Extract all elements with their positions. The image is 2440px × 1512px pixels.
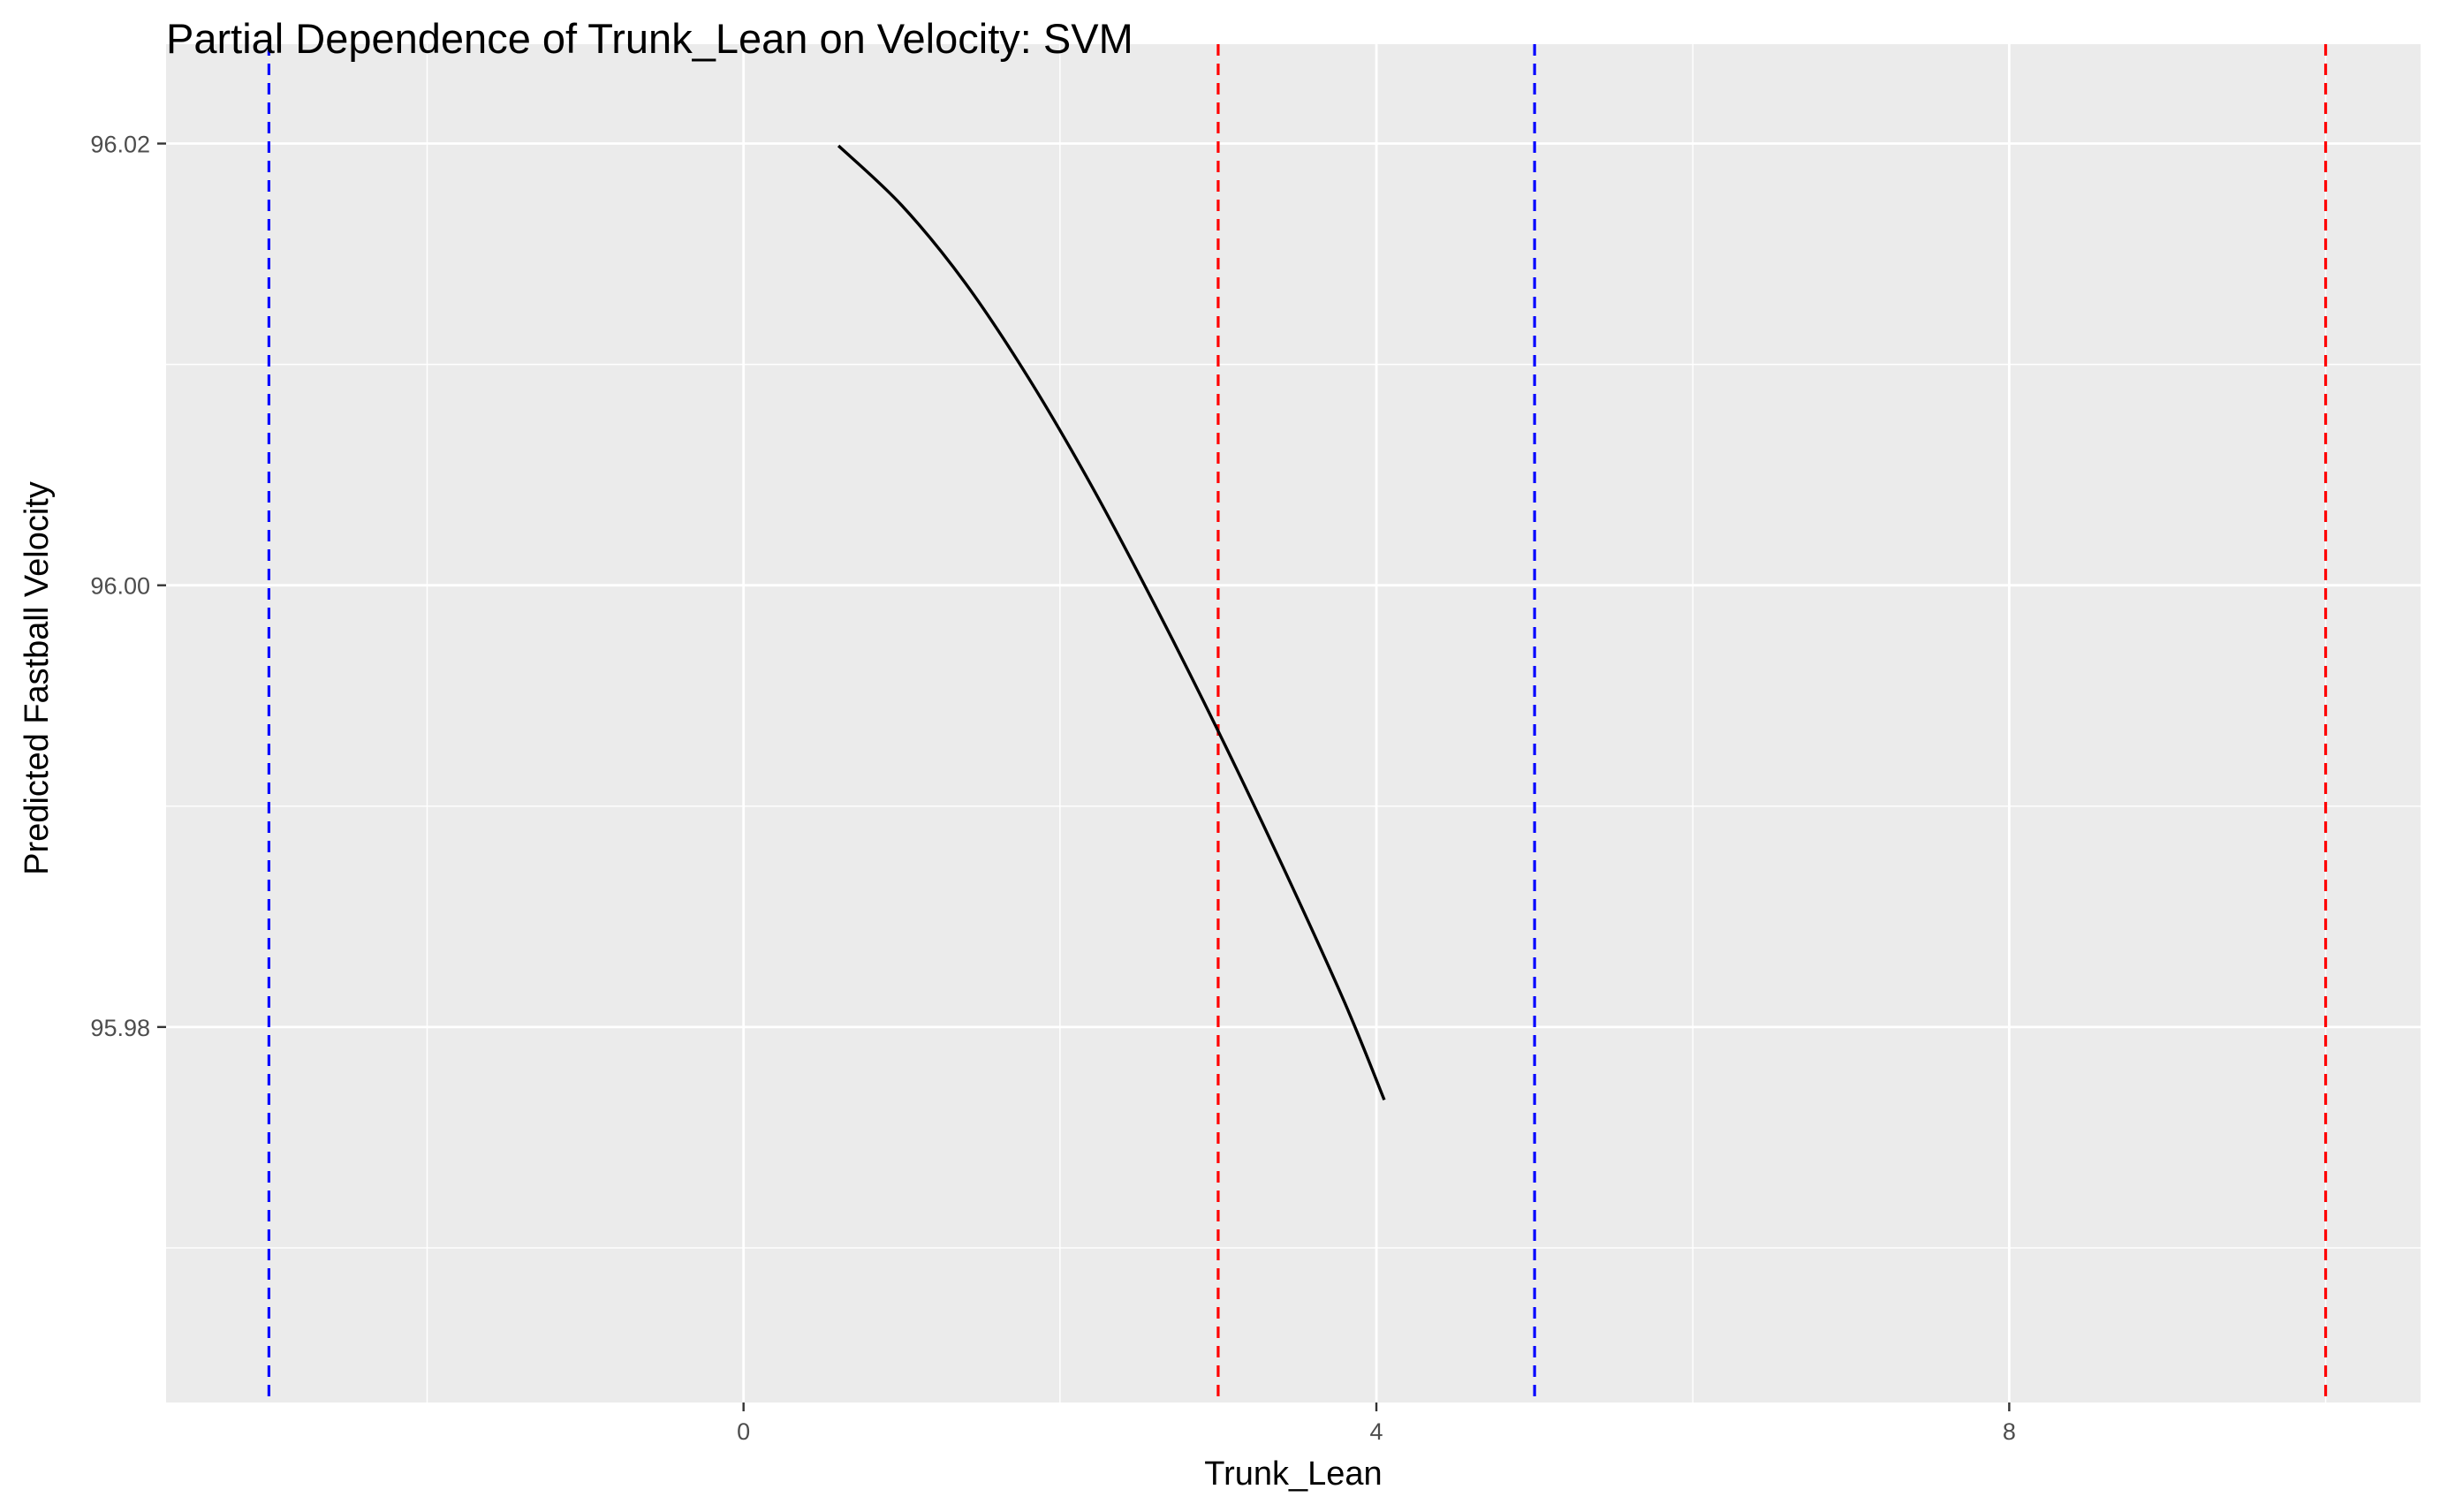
axis-ticks	[157, 142, 2011, 1411]
y-tick-label: 96.00	[90, 573, 150, 600]
y-tick-label: 96.02	[90, 132, 150, 158]
y-axis-title: Predicted Fastball Velocity	[19, 481, 56, 875]
y-tick-label: 95.98	[90, 1015, 150, 1041]
chart-title: Partial Dependence of Trunk_Lean on Velo…	[166, 15, 1133, 62]
x-axis-title: Trunk_Lean	[1204, 1455, 1382, 1493]
plot-panel	[166, 44, 2421, 1402]
minor-gridlines	[166, 44, 2421, 1402]
tick-labels: 0 4 8 95.98 96.00 96.02	[90, 132, 2015, 1445]
major-gridlines	[166, 44, 2421, 1402]
x-tick-label: 8	[2003, 1418, 2016, 1445]
reference-lines	[267, 44, 2328, 1402]
x-tick-label: 4	[1370, 1418, 1383, 1445]
x-tick-label: 0	[737, 1418, 750, 1445]
pdp-series-line	[837, 144, 1386, 1101]
series-lines	[837, 144, 1386, 1101]
